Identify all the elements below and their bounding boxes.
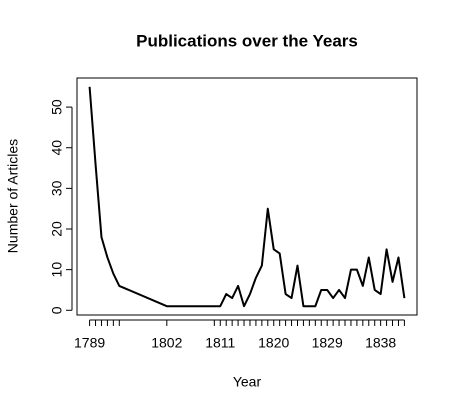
x-tick-label: 1829 bbox=[312, 335, 343, 351]
x-tick-label: 1789 bbox=[74, 335, 105, 351]
y-tick-label: 10 bbox=[49, 262, 65, 278]
data-line bbox=[88, 86, 406, 308]
x-tick-label: 1838 bbox=[365, 335, 396, 351]
chart-title: Publications over the Years bbox=[136, 31, 358, 50]
plot-box bbox=[76, 77, 418, 316]
x-axis-label: Year bbox=[233, 374, 262, 390]
x-tick-label: 1811 bbox=[205, 335, 235, 351]
x-tick-label: 1820 bbox=[258, 335, 289, 351]
y-tick-label: 50 bbox=[49, 99, 65, 115]
y-tick-label: 0 bbox=[49, 306, 65, 314]
y-axis-label: Number of Articles bbox=[5, 139, 21, 253]
y-tick-label: 40 bbox=[49, 140, 65, 156]
y-tick-label: 30 bbox=[49, 180, 65, 196]
y-tick-label: 20 bbox=[49, 221, 65, 237]
x-tick-label: 1802 bbox=[151, 335, 182, 351]
